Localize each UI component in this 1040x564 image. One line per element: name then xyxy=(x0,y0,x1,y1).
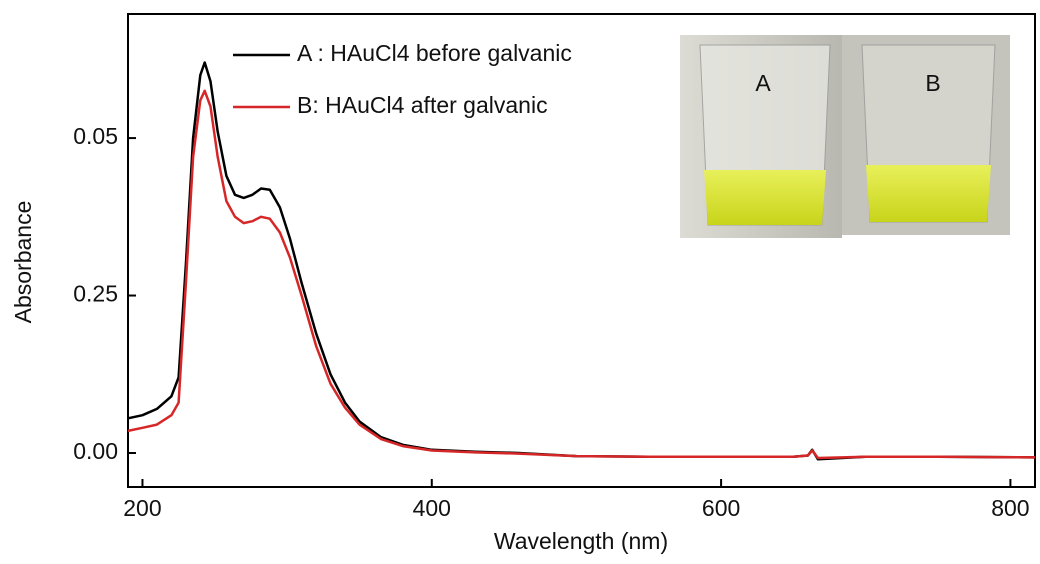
inset-photo xyxy=(680,35,1010,238)
y-axis-label: Absorbance xyxy=(10,201,36,324)
x-tick-label: 400 xyxy=(413,495,451,521)
x-tick-label: 600 xyxy=(702,495,740,521)
plot-frame xyxy=(127,13,1036,488)
data-line xyxy=(127,89,1036,460)
y-tick-label: 0.00 xyxy=(73,438,118,464)
x-tick-label: 200 xyxy=(123,495,161,521)
inset-label: A xyxy=(755,70,771,96)
y-tick-label: 0.05 xyxy=(73,123,118,149)
x-axis-label: Wavelength (nm) xyxy=(494,528,668,554)
y-tick-label: 0.25 xyxy=(73,281,118,307)
x-tick-label: 800 xyxy=(991,495,1029,521)
legend-label: B: HAuCl4 after galvanic xyxy=(297,92,548,118)
inset-label: B xyxy=(925,70,940,96)
legend-label: A : HAuCl4 before galvanic xyxy=(297,40,572,66)
